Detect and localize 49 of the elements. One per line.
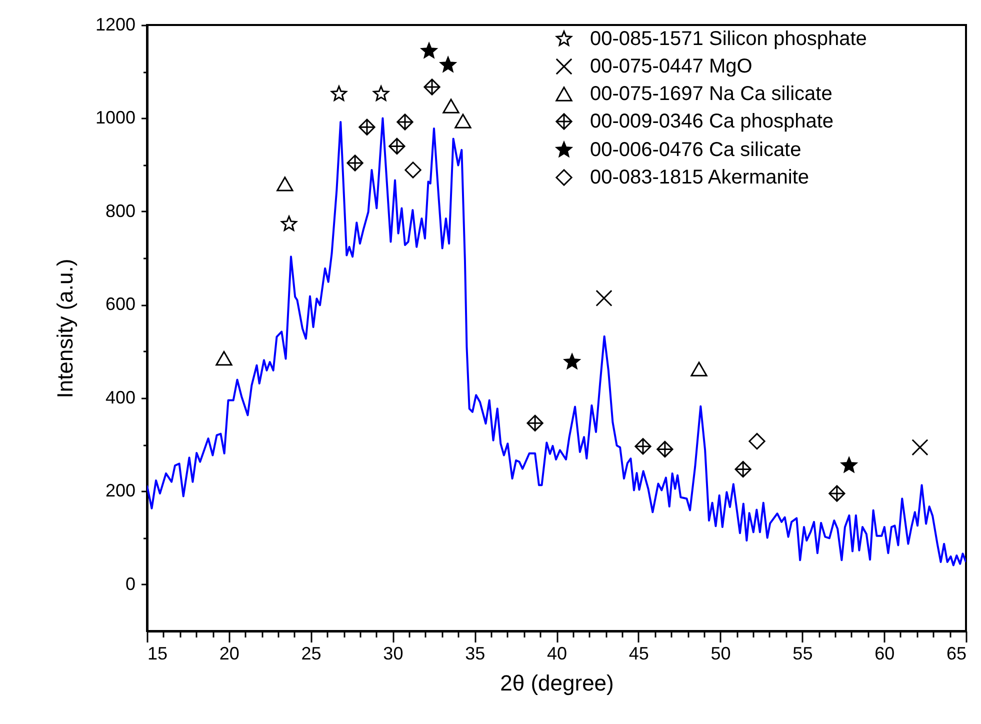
point <box>276 176 294 192</box>
point <box>634 438 652 455</box>
x-tick-label: 40 <box>546 644 568 664</box>
legend-label: 00-085-1571 Silicon phosphate <box>590 28 867 50</box>
point <box>454 114 472 128</box>
point <box>748 432 766 450</box>
legend-label: 00-009-0346 Ca phosphate <box>590 110 834 132</box>
y-tick-label: 0 <box>125 574 136 594</box>
point <box>346 154 364 172</box>
y-axis-title: Intensity (a.u.) <box>52 258 78 398</box>
y-tick-label: 800 <box>105 200 136 221</box>
point <box>358 118 376 136</box>
point <box>841 457 858 472</box>
x-tick-label: 30 <box>383 644 404 664</box>
x-tick-label: 20 <box>219 644 240 664</box>
x-tick-label: 50 <box>710 644 731 664</box>
x-tick-label: 15 <box>148 644 168 664</box>
y-tick-label: 1200 <box>95 14 136 34</box>
y-tick-label: 600 <box>105 294 136 314</box>
y-tick-label: 400 <box>105 387 136 408</box>
point <box>828 485 846 502</box>
point <box>404 162 422 178</box>
x-tick-label: 65 <box>946 644 966 664</box>
legend-label: 00-006-0476 Ca silicate <box>590 139 802 161</box>
x-axis-title: 2θ (degree) <box>500 670 614 696</box>
legend-label: 00-083-1815 Akermanite <box>590 166 810 188</box>
x-tick-label: 60 <box>874 644 895 664</box>
x-tick-label: 35 <box>465 644 486 664</box>
point <box>396 114 414 130</box>
point <box>281 216 297 231</box>
y-tick-label: 1000 <box>95 108 136 128</box>
point <box>216 350 232 366</box>
legend-label: 00-075-1697 Na Ca silicate <box>590 83 832 105</box>
point <box>526 414 544 432</box>
y-tick-label: 200 <box>105 480 136 501</box>
x-tick-label: 45 <box>628 644 649 664</box>
point <box>442 98 460 114</box>
point <box>440 56 456 72</box>
point <box>912 439 928 456</box>
point <box>373 86 390 101</box>
x-tick-label: 25 <box>301 644 322 664</box>
point <box>564 354 580 369</box>
point <box>690 362 708 376</box>
point <box>596 290 612 306</box>
legend-label: 00-075-0447 MgO <box>590 56 752 78</box>
point <box>331 86 347 101</box>
x-tick-label: 55 <box>792 644 813 664</box>
point <box>421 42 438 58</box>
point <box>424 78 440 96</box>
